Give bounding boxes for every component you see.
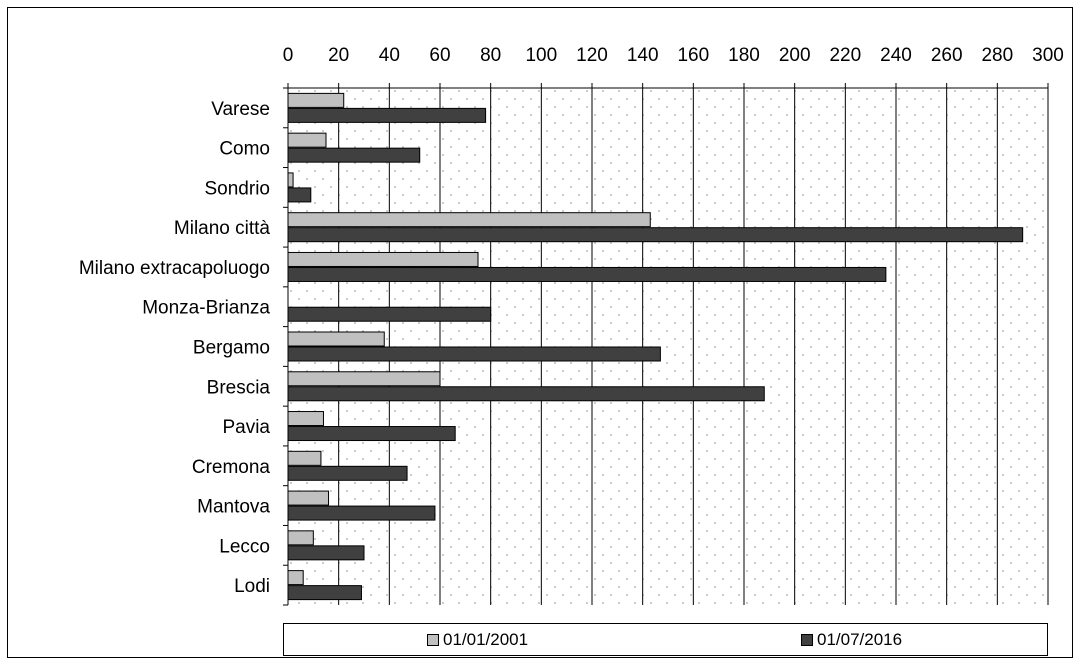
x-tick-label: 80 [480,45,501,66]
legend-swatch-series-1 [427,634,439,646]
category-label: Pavia [222,417,270,438]
legend-label-series-2: 01/07/2016 [817,630,903,649]
bar-series-2 [287,545,365,561]
category-label: Lecco [219,536,270,557]
x-tick-label: 260 [931,45,963,66]
x-tick-label: 120 [576,45,608,66]
category-label: Milano città [174,218,271,239]
bar-series-2 [287,386,765,402]
legend-swatch-series-2 [801,634,813,646]
x-tick-label: 220 [829,45,861,66]
bar-series-1 [287,490,330,506]
x-tick-label: 40 [379,45,400,66]
bar-series-2 [287,187,312,203]
bar-series-1 [287,450,322,466]
bar-series-2 [287,465,408,481]
bar-series-2 [287,266,887,282]
bar-series-2 [287,306,492,322]
bar-series-1 [287,172,294,188]
category-label: Sondrio [205,178,271,199]
x-tick-label: 180 [728,45,760,66]
bar-series-2 [287,585,362,601]
bar-series-2 [287,147,421,163]
legend: 01/01/2001 01/07/2016 [283,623,1048,656]
x-tick-label: 60 [429,45,450,66]
x-tick-label: 280 [981,45,1013,66]
bar-series-1 [287,132,327,148]
bar-series-2 [287,227,1024,243]
category-label: Milano extracapoluogo [79,258,270,279]
legend-label-series-1: 01/01/2001 [443,630,529,649]
legend-item-series-1: 01/01/2001 [427,630,528,650]
bar-series-1 [287,411,324,427]
category-label: Mantova [197,497,270,518]
category-label: Cremona [192,457,271,478]
legend-item-series-2: 01/07/2016 [801,630,902,650]
bar-series-1 [287,371,441,387]
x-tick-label: 100 [525,45,557,66]
category-label: Varese [211,99,270,120]
bar-series-1 [287,92,345,108]
x-tick-label: 300 [1032,45,1064,66]
category-label: Bergamo [193,338,270,359]
x-tick-label: 200 [779,45,811,66]
x-tick-label: 240 [880,45,912,66]
x-tick-label: 160 [677,45,709,66]
bar-series-1 [287,530,314,546]
bar-series-1 [287,251,479,267]
bar-series-1 [287,570,304,586]
x-tick-label: 0 [283,45,294,66]
category-label: Brescia [207,377,271,398]
bar-series-1 [287,331,385,347]
x-tick-label: 20 [328,45,349,66]
category-label: Monza-Brianza [142,298,270,319]
x-tick-label: 140 [627,45,659,66]
category-label: Como [219,139,270,160]
category-label: Lodi [234,576,270,597]
bar-series-1 [287,212,651,228]
bar-series-2 [287,346,661,362]
bar-series-2 [287,426,456,442]
bar-series-2 [287,107,487,123]
bar-series-2 [287,505,436,521]
